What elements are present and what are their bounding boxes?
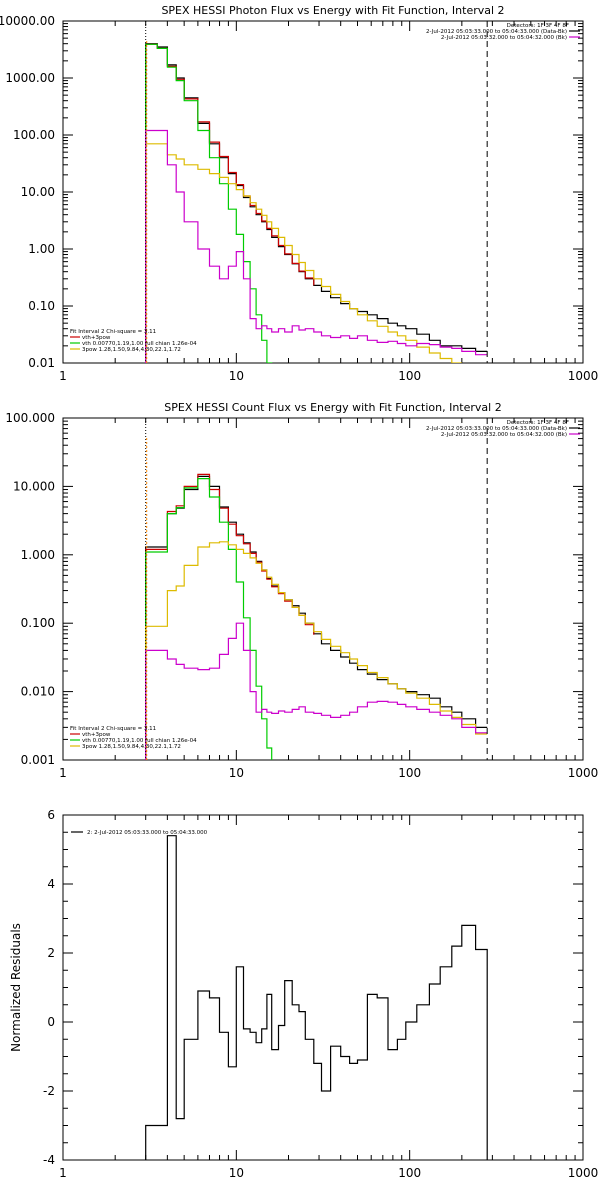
x-tick-label: 10 [229, 369, 244, 383]
chart-panel-2: SPEX HESSI Count Flux vs Energy with Fit… [5, 401, 599, 780]
plot-frame [62, 814, 584, 1161]
x-tick-label: 100 [398, 1166, 421, 1180]
x-tick-label: 1 [59, 1166, 67, 1180]
fit-legend-header: Fit Interval 2 Chi-square = 3.11 [70, 329, 156, 335]
legend-entry: 2-Jul-2012 05:03:32.000 to 05:04:32.000 … [441, 35, 567, 41]
x-tick-label: 100 [398, 766, 421, 780]
x-tick-label: 1 [59, 369, 67, 383]
series-line-2 [145, 473, 315, 760]
legend-entry: 2-Jul-2012 05:03:32.000 to 05:04:32.000 … [441, 432, 567, 438]
chart-panel-1: SPEX HESSI Photon Flux vs Energy with Fi… [0, 4, 599, 383]
fit-legend-entry: vth+3pow [82, 732, 111, 738]
legend-entry: 2-Jul-2012 05:03:33.000 to 05:04:33.000 … [426, 29, 567, 35]
y-tick-label: 4 [47, 877, 55, 891]
y-tick-label: 1.00 [28, 242, 55, 256]
series-line-3 [145, 478, 273, 760]
y-tick-label: 0.010 [21, 685, 55, 699]
x-tick-label: 1000 [568, 369, 599, 383]
x-tick-label: 1000 [568, 1166, 599, 1180]
legend-entry: 2: 2-Jul-2012 05:03:33.000 to 05:04:33.0… [87, 830, 208, 836]
x-tick-label: 10 [229, 766, 244, 780]
plot-frame [62, 417, 584, 761]
series-line-1 [145, 475, 488, 760]
series-line-4 [145, 143, 462, 363]
fit-legend-entry: vth+3pow [82, 335, 111, 341]
fit-legend-entry: 3pow 1.28,1.50,9.84,4.30,22.1,1.72 [82, 347, 181, 353]
y-tick-label: 6 [47, 808, 55, 822]
y-tick-label: 0.100 [21, 616, 55, 630]
y-tick-label: 100.000 [5, 411, 55, 425]
series-group [145, 473, 488, 760]
y-tick-label: 0.01 [28, 356, 55, 370]
x-tick-label: 1000 [568, 766, 599, 780]
chart-title: SPEX HESSI Count Flux vs Energy with Fit… [164, 401, 501, 414]
y-tick-label: 0.10 [28, 299, 55, 313]
series-group [145, 43, 488, 363]
y-tick-label: 1.000 [21, 548, 55, 562]
series-line-5 [145, 622, 488, 760]
series-group [145, 835, 488, 1160]
series-line-5 [145, 129, 488, 363]
y-axis-label: Normalized Residuals [9, 923, 23, 1052]
fit-legend-entry: 3pow 1.28,1.50,9.84,4.30,22.1,1.72 [82, 744, 181, 750]
y-tick-label: 10.000 [13, 479, 55, 493]
y-tick-label: -2 [43, 1084, 55, 1098]
fit-legend-entry: vth 0.00770,1.19,1.00 full chian 1.26e-0… [82, 341, 197, 347]
legend-header: Detectors: 1F 3F 4F 8F [507, 23, 569, 29]
legend-entry: 2-Jul-2012 05:03:33.000 to 05:04:33.000 … [426, 426, 567, 432]
legend-header: Detectors: 1F 3F 4F 8F [507, 420, 569, 426]
plot-frame [62, 20, 584, 364]
y-tick-label: 0 [47, 1015, 55, 1029]
y-tick-label: -4 [43, 1153, 55, 1167]
y-tick-label: 100.00 [13, 128, 55, 142]
fit-legend-header: Fit Interval 2 Chi-square = 3.11 [70, 726, 156, 732]
fit-legend-entry: vth 0.00770,1.19,1.00 full chian 1.26e-0… [82, 738, 197, 744]
chart-panel-3: Normalized Residuals 1 10 100 1000 -4 -2 0 2 4 6 2:… [9, 808, 598, 1180]
y-tick-label: 2 [47, 946, 55, 960]
x-tick-label: 100 [398, 369, 421, 383]
series-line-4 [145, 541, 488, 760]
series-line-2 [145, 43, 315, 363]
series-line-1 [145, 835, 488, 1160]
chart-title: SPEX HESSI Photon Flux vs Energy with Fi… [161, 4, 504, 17]
x-tick-label: 10 [229, 1166, 244, 1180]
series-line-1 [145, 43, 488, 363]
y-tick-label: 10.00 [21, 185, 55, 199]
y-tick-label: 1000.00 [5, 71, 55, 85]
y-tick-label: 0.001 [21, 753, 55, 767]
x-tick-label: 1 [59, 766, 67, 780]
y-tick-label: 10000.00 [0, 14, 55, 28]
